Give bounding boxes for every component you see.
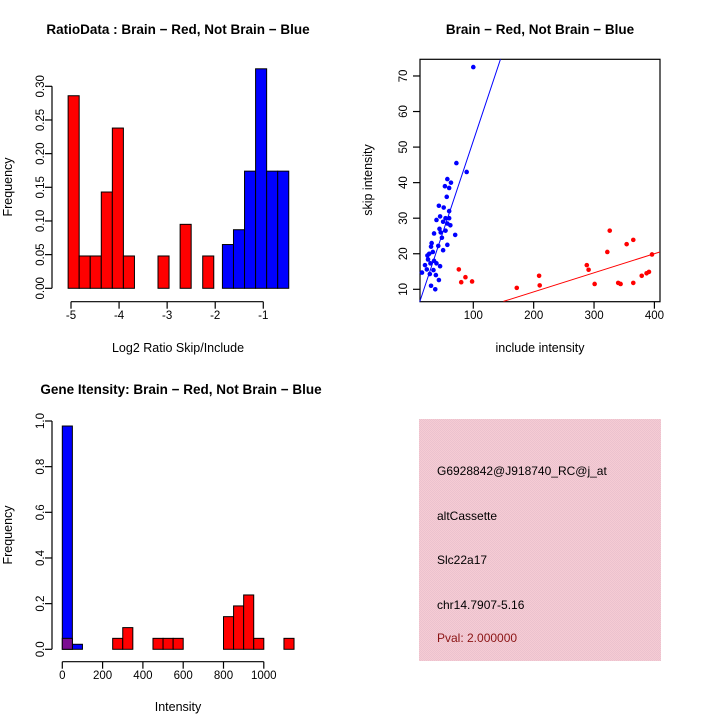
y-axis: 0.0 0.2 0.4 0.6 0.8 1.0 <box>35 413 53 657</box>
svg-text:0.15: 0.15 <box>35 176 47 198</box>
x-axis-label: Log2 Ratio Skip/Include <box>112 341 244 355</box>
svg-text:-4: -4 <box>114 310 125 322</box>
svg-text:50: 50 <box>398 141 410 154</box>
svg-text:70: 70 <box>398 70 410 83</box>
plot-box <box>419 58 661 303</box>
svg-text:-3: -3 <box>162 310 172 322</box>
brain-fit-line <box>503 251 660 302</box>
svg-text:800: 800 <box>214 670 233 682</box>
svg-text:-5: -5 <box>66 310 76 322</box>
bars-brain <box>112 594 295 650</box>
svg-text:400: 400 <box>133 670 152 682</box>
y-axis-label: Frequency <box>1 157 15 217</box>
y-axis-label: skip intensity <box>361 143 375 215</box>
x-axis: -5 -4 -3 -2 -1 <box>66 301 268 322</box>
svg-text:200: 200 <box>524 310 543 322</box>
y-axis-label: Frequency <box>1 505 15 565</box>
y-axis: 10 20 30 40 50 60 70 <box>398 70 420 296</box>
x-axis: 100 200 300 400 <box>464 301 664 322</box>
probe-id-text: G6928842@J918740_RC@j_at <box>437 464 607 478</box>
svg-text:0.25: 0.25 <box>35 109 47 131</box>
genomic-location-text: chr14.7907-5.16 <box>437 598 525 612</box>
gene-info-panel: G6928842@J918740_RC@j_at altCassette Slc… <box>360 360 720 720</box>
svg-text:10: 10 <box>398 283 410 296</box>
x-axis-label: include intensity <box>496 341 586 355</box>
bars-overlap <box>61 637 73 650</box>
svg-text:-1: -1 <box>258 310 268 322</box>
svg-text:20: 20 <box>398 247 410 260</box>
svg-text:400: 400 <box>645 310 664 322</box>
x-axis-label: Intensity <box>155 700 202 714</box>
intensity-scatter-panel: Brain − Red, Not Brain − Blue include int… <box>361 22 664 355</box>
svg-text:0.10: 0.10 <box>35 210 47 232</box>
svg-text:0.20: 0.20 <box>35 142 47 164</box>
bars-not-brain <box>221 68 290 289</box>
bars-not-brain <box>61 425 83 650</box>
svg-text:1000: 1000 <box>251 670 277 682</box>
x-axis: 0 200 400 600 800 1000 <box>59 661 277 682</box>
chart-title: RatioData : Brain − Red, Not Brain − Blu… <box>46 22 310 37</box>
svg-text:30: 30 <box>398 212 410 225</box>
splice-event-type-text: altCassette <box>437 509 498 523</box>
not-brain-points <box>419 64 476 292</box>
svg-text:200: 200 <box>93 670 112 682</box>
svg-text:40: 40 <box>398 176 410 189</box>
gene-intensity-histogram-panel: Gene Itensity: Brain − Red, Not Brain − … <box>1 382 322 714</box>
pval-text: Pval: 2.000000 <box>437 631 518 645</box>
brain-points <box>456 228 655 291</box>
svg-text:1.0: 1.0 <box>35 413 47 429</box>
svg-text:0.8: 0.8 <box>35 459 47 475</box>
svg-text:0.05: 0.05 <box>35 243 47 265</box>
svg-text:0.4: 0.4 <box>35 549 47 566</box>
chart-title: Gene Itensity: Brain − Red, Not Brain − … <box>40 382 322 397</box>
svg-text:0.30: 0.30 <box>35 75 47 97</box>
svg-text:0.00: 0.00 <box>35 277 47 299</box>
svg-text:100: 100 <box>464 310 483 322</box>
svg-text:-2: -2 <box>210 310 220 322</box>
svg-text:0.6: 0.6 <box>35 504 47 520</box>
svg-text:0.2: 0.2 <box>35 596 47 612</box>
chart-title: Brain − Red, Not Brain − Blue <box>446 22 635 37</box>
not-brain-fit-line <box>419 59 501 302</box>
svg-text:0: 0 <box>59 670 65 682</box>
bars-brain <box>67 95 215 289</box>
gene-info-card: G6928842@J918740_RC@j_at altCassette Slc… <box>419 419 661 661</box>
gene-symbol-text: Slc22a17 <box>437 553 488 567</box>
svg-text:600: 600 <box>174 670 193 682</box>
svg-text:300: 300 <box>584 310 603 322</box>
y-axis: 0.00 0.05 0.10 0.15 0.20 0.25 0.30 <box>35 75 53 299</box>
svg-text:60: 60 <box>398 105 410 118</box>
ratio-histogram-panel: RatioData : Brain − Red, Not Brain − Blu… <box>1 22 310 355</box>
svg-text:0.0: 0.0 <box>35 641 47 657</box>
